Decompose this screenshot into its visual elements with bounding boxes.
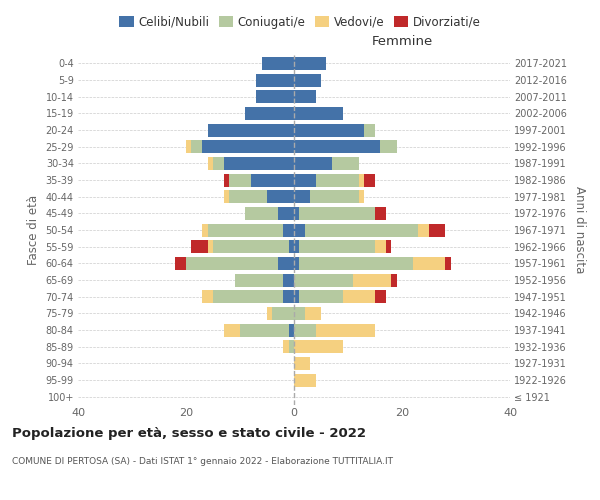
- Bar: [224, 190, 229, 203]
- Bar: [208, 157, 213, 170]
- Bar: [272, 307, 294, 320]
- Y-axis label: Fasce di età: Fasce di età: [27, 195, 40, 265]
- Bar: [294, 90, 316, 103]
- Bar: [202, 290, 213, 303]
- Bar: [305, 224, 418, 236]
- Bar: [235, 274, 283, 286]
- Bar: [289, 324, 294, 336]
- Bar: [343, 290, 375, 303]
- Bar: [375, 240, 386, 253]
- Bar: [208, 124, 294, 136]
- Bar: [305, 307, 321, 320]
- Bar: [224, 157, 294, 170]
- Bar: [391, 274, 397, 286]
- Bar: [294, 74, 321, 86]
- Bar: [245, 207, 278, 220]
- Bar: [294, 240, 299, 253]
- Bar: [256, 74, 294, 86]
- Bar: [299, 240, 375, 253]
- Legend: Celibi/Nubili, Coniugati/e, Vedovi/e, Divorziati/e: Celibi/Nubili, Coniugati/e, Vedovi/e, Di…: [115, 11, 485, 34]
- Bar: [213, 157, 224, 170]
- Bar: [294, 374, 316, 386]
- Bar: [299, 290, 343, 303]
- Bar: [175, 257, 186, 270]
- Bar: [224, 324, 240, 336]
- Bar: [375, 207, 386, 220]
- Bar: [202, 224, 208, 236]
- Text: Femmine: Femmine: [371, 35, 433, 48]
- Bar: [245, 107, 294, 120]
- Bar: [229, 174, 251, 186]
- Bar: [240, 324, 289, 336]
- Bar: [294, 174, 316, 186]
- Bar: [294, 124, 364, 136]
- Text: Popolazione per età, sesso e stato civile - 2022: Popolazione per età, sesso e stato civil…: [12, 428, 366, 440]
- Bar: [413, 257, 445, 270]
- Bar: [208, 224, 283, 236]
- Bar: [316, 324, 375, 336]
- Text: COMUNE DI PERTOSA (SA) - Dati ISTAT 1° gennaio 2022 - Elaborazione TUTTITALIA.IT: COMUNE DI PERTOSA (SA) - Dati ISTAT 1° g…: [12, 458, 393, 466]
- Bar: [267, 307, 272, 320]
- Bar: [294, 257, 299, 270]
- Bar: [332, 157, 359, 170]
- Bar: [229, 190, 267, 203]
- Bar: [289, 240, 294, 253]
- Bar: [283, 274, 294, 286]
- Bar: [310, 190, 359, 203]
- Bar: [294, 57, 326, 70]
- Bar: [294, 274, 353, 286]
- Bar: [208, 240, 213, 253]
- Bar: [191, 140, 202, 153]
- Bar: [294, 140, 380, 153]
- Bar: [278, 207, 294, 220]
- Bar: [294, 290, 299, 303]
- Bar: [364, 124, 375, 136]
- Bar: [262, 57, 294, 70]
- Bar: [294, 157, 332, 170]
- Bar: [380, 140, 397, 153]
- Bar: [186, 257, 278, 270]
- Bar: [294, 357, 310, 370]
- Bar: [386, 240, 391, 253]
- Bar: [299, 207, 375, 220]
- Bar: [283, 340, 289, 353]
- Bar: [278, 257, 294, 270]
- Bar: [186, 140, 191, 153]
- Bar: [445, 257, 451, 270]
- Bar: [359, 190, 364, 203]
- Bar: [294, 324, 316, 336]
- Bar: [429, 224, 445, 236]
- Bar: [191, 240, 208, 253]
- Bar: [213, 240, 289, 253]
- Bar: [353, 274, 391, 286]
- Bar: [251, 174, 294, 186]
- Bar: [375, 290, 386, 303]
- Bar: [294, 207, 299, 220]
- Bar: [213, 290, 283, 303]
- Bar: [364, 174, 375, 186]
- Bar: [294, 107, 343, 120]
- Bar: [299, 257, 413, 270]
- Bar: [256, 90, 294, 103]
- Bar: [294, 307, 305, 320]
- Bar: [283, 224, 294, 236]
- Bar: [294, 224, 305, 236]
- Bar: [316, 174, 359, 186]
- Bar: [224, 174, 229, 186]
- Bar: [267, 190, 294, 203]
- Bar: [418, 224, 429, 236]
- Bar: [359, 174, 364, 186]
- Bar: [283, 290, 294, 303]
- Bar: [289, 340, 294, 353]
- Bar: [202, 140, 294, 153]
- Bar: [294, 340, 343, 353]
- Bar: [294, 190, 310, 203]
- Y-axis label: Anni di nascita: Anni di nascita: [573, 186, 586, 274]
